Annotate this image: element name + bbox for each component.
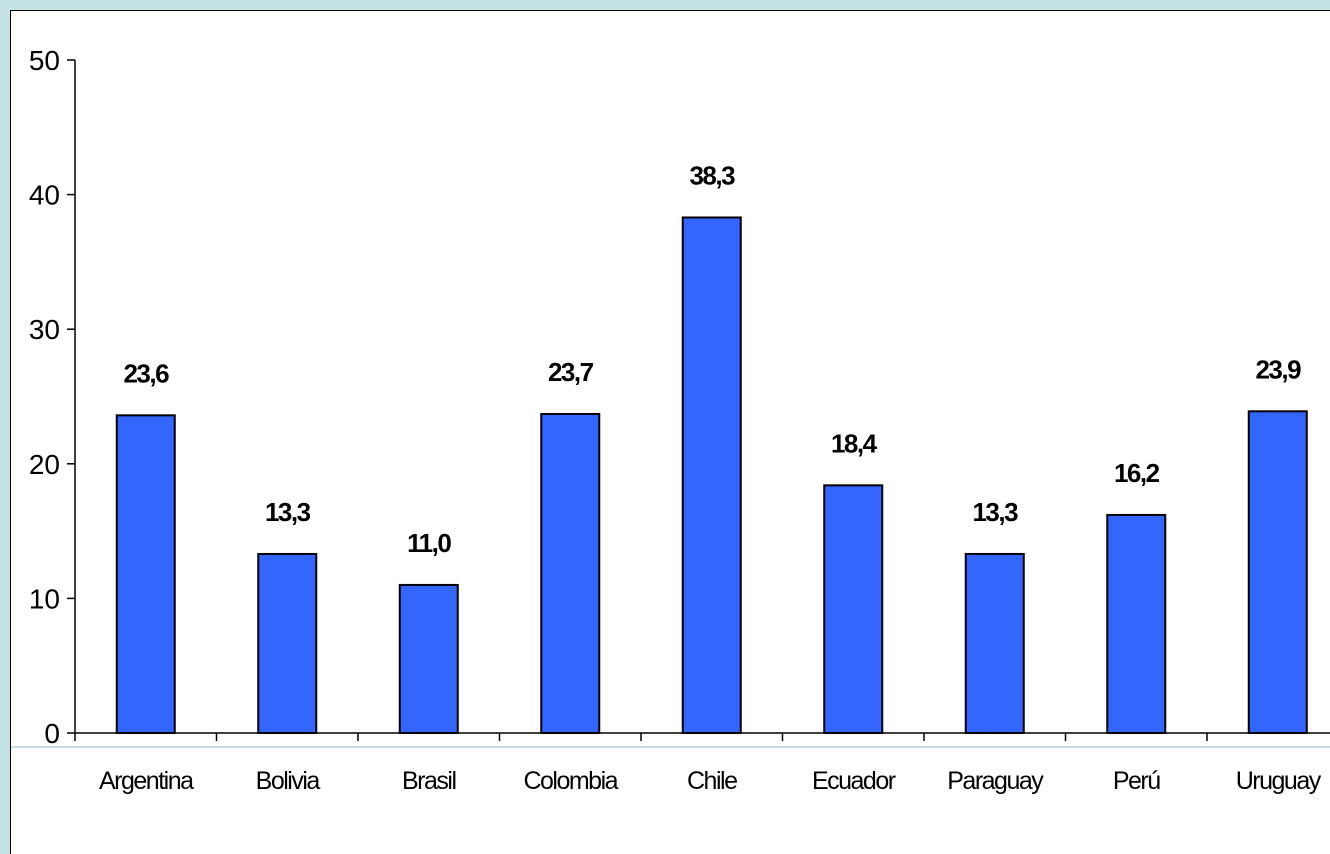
x-tick-label: Brasil xyxy=(402,767,456,795)
bar-chile xyxy=(681,216,742,734)
bar-paraguay xyxy=(964,552,1025,734)
data-label: 23,7 xyxy=(548,357,594,387)
y-tick-label: 20 xyxy=(29,449,60,480)
chart-frame: 0 10 20 30 40 50 23,6 Argentina 13,3 Bolivia 11,0 B… xyxy=(10,10,1330,854)
bar-brasil xyxy=(398,583,459,734)
y-tick-label: 30 xyxy=(29,314,60,345)
bar-chart: 0 10 20 30 40 50 23,6 Argentina 13,3 Bolivia 11,0 B… xyxy=(11,45,1330,795)
x-tick-label: Argentina xyxy=(99,767,194,795)
data-label: 16,2 xyxy=(1114,458,1160,488)
data-label: 38,3 xyxy=(689,160,735,190)
data-label: 13,3 xyxy=(972,497,1018,527)
y-tick-label: 40 xyxy=(29,180,60,211)
x-tick-label: Colombia xyxy=(523,767,618,795)
x-tick-label: Ecuador xyxy=(812,767,896,795)
y-tick-label: 50 xyxy=(29,45,60,76)
y-tick-label: 0 xyxy=(44,718,60,749)
bar-bolivia xyxy=(257,552,318,734)
label-layer: 0 10 20 30 40 50 23,6 Argentina 13,3 Bolivia 11,0 B… xyxy=(29,45,1323,795)
x-tick-label: Bolivia xyxy=(256,767,321,795)
bar-ecuador xyxy=(823,484,884,734)
bar-uruguay xyxy=(1247,410,1308,734)
x-tick-label: Paraguay xyxy=(947,767,1044,795)
x-tick-label: Chile xyxy=(687,767,737,795)
bar-perú xyxy=(1106,513,1167,734)
x-tick-label: Perú xyxy=(1113,767,1160,795)
bar-layer xyxy=(115,216,1308,734)
data-label: 11,0 xyxy=(407,528,451,558)
y-tick-label: 10 xyxy=(29,583,60,614)
data-label: 18,4 xyxy=(831,428,878,458)
bar-colombia xyxy=(540,412,601,734)
data-label: 23,6 xyxy=(123,358,169,388)
data-label: 23,9 xyxy=(1255,354,1301,384)
data-label: 13,3 xyxy=(265,497,311,527)
bar-argentina xyxy=(115,414,176,734)
x-tick-label: Uruguay xyxy=(1236,767,1322,795)
